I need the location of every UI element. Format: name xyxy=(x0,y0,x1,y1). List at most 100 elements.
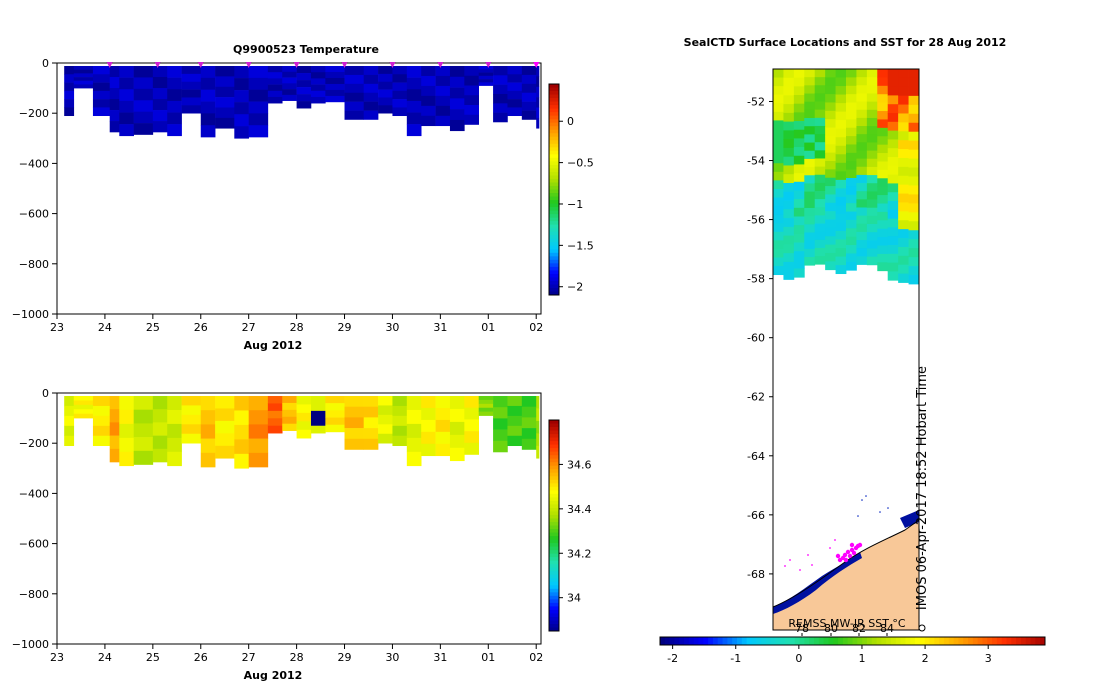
sst-cell xyxy=(898,77,909,88)
temperature-cell xyxy=(119,66,134,78)
temperature-cell xyxy=(119,77,134,90)
colorbar-segment xyxy=(549,567,559,572)
sst-cell xyxy=(804,142,816,152)
sst-cell xyxy=(846,169,857,179)
sst-colorbar-segment xyxy=(1006,637,1012,645)
sst-cell xyxy=(814,77,826,86)
colorbar-segment xyxy=(549,178,559,183)
temperature-cell xyxy=(167,66,182,78)
sst-colorbar-segment xyxy=(698,637,704,645)
colorbar-segment xyxy=(549,126,559,131)
sst-cell xyxy=(856,191,868,200)
temperature-cell xyxy=(435,66,451,77)
temperature-cell xyxy=(133,88,154,101)
y-tick-label: −1000 xyxy=(12,308,49,321)
colorbar-tick-label: 34.2 xyxy=(567,547,592,560)
sst-cell xyxy=(908,158,920,168)
colorbar-segment xyxy=(549,115,559,120)
colorbar-tick-label: 34.6 xyxy=(567,458,592,471)
salinity-cell xyxy=(167,423,182,439)
temperature-cell xyxy=(406,89,422,102)
salinity-cell xyxy=(478,411,494,416)
temperature-cell xyxy=(421,85,436,97)
sst-cell xyxy=(846,77,857,87)
x-tick-label: 27 xyxy=(242,321,256,334)
temperature-cell xyxy=(325,71,345,79)
salinity-cell xyxy=(92,435,111,447)
sst-cell xyxy=(887,148,899,158)
sst-colorbar-segment xyxy=(770,637,776,645)
temperature-cell xyxy=(152,121,168,133)
sst-cell xyxy=(835,213,847,223)
sst-colorbar-segment xyxy=(939,637,945,645)
salinity-cell xyxy=(152,435,168,450)
y-tick-label: −600 xyxy=(19,208,49,221)
credit-label: IMOS 06-Apr-2017 18:52 Hobart Time xyxy=(915,366,930,610)
salinity-cell xyxy=(215,433,235,447)
sst-cell xyxy=(898,140,909,150)
temperature-cell xyxy=(435,105,451,117)
sst-cell xyxy=(877,220,889,230)
sst-cell xyxy=(804,167,816,176)
colorbar-segment xyxy=(549,465,559,470)
sst-cell xyxy=(773,94,784,104)
sst-colorbar-segment xyxy=(712,637,719,645)
temperature-cell xyxy=(435,95,451,107)
colorbar-segment xyxy=(549,588,559,593)
sst-cell xyxy=(825,236,836,246)
salinity-cell xyxy=(435,431,451,445)
sst-cell xyxy=(856,158,868,168)
sst-cell xyxy=(793,138,805,148)
salinity-cell xyxy=(325,403,345,411)
temperature-cell xyxy=(493,93,508,104)
sst-cell xyxy=(804,109,816,119)
sst-cell xyxy=(877,85,889,95)
sst-colorbar-segment xyxy=(943,637,950,645)
sst-cell xyxy=(804,85,816,94)
y-tick-label: −400 xyxy=(19,157,49,170)
temperature-cell xyxy=(363,66,379,76)
salinity-cell xyxy=(248,396,269,411)
colorbar-segment xyxy=(549,455,559,460)
sst-cell xyxy=(773,171,784,181)
temperature-cell xyxy=(325,89,345,97)
sst-colorbar-segment xyxy=(866,637,873,645)
colorbar-segment xyxy=(549,518,559,523)
sst-cell xyxy=(877,127,889,137)
sst-colorbar-segment xyxy=(963,637,969,645)
sst-cell xyxy=(856,199,868,208)
sst-cell xyxy=(856,256,868,265)
salinity-cell xyxy=(296,429,312,439)
temperature-cell xyxy=(521,66,537,76)
sst-colorbar-segment xyxy=(660,637,666,645)
ice-edge-dot xyxy=(887,507,889,509)
colorbar-segment xyxy=(549,441,559,446)
temperature-cell xyxy=(92,99,111,108)
sst-colorbar-segment xyxy=(664,637,671,645)
temperature-cell xyxy=(363,101,379,111)
x-tick-label: 27 xyxy=(242,651,256,664)
colorbar-tick-label: −2 xyxy=(567,281,583,294)
x-tick-label: 01 xyxy=(481,651,495,664)
sst-cell xyxy=(835,103,847,113)
colorbar-segment xyxy=(549,175,559,180)
colorbar-segment xyxy=(549,140,559,145)
sst-colorbar-segment xyxy=(1020,637,1027,645)
salinity-cell xyxy=(152,396,168,410)
temperature-cell xyxy=(296,66,312,74)
sst-colorbar-segment xyxy=(741,637,748,645)
salinity-cell xyxy=(392,396,408,407)
colorbar-segment xyxy=(549,122,559,127)
sst-cell xyxy=(773,180,784,190)
temperature-cell xyxy=(248,89,269,102)
sst-cell xyxy=(804,248,816,258)
temperature-cell xyxy=(200,125,216,138)
sst-cell xyxy=(877,169,889,179)
sst-cell xyxy=(856,85,868,94)
colorbar-segment xyxy=(549,189,559,194)
salinity-cell xyxy=(435,419,451,433)
sst-cell xyxy=(804,191,816,201)
sst-cell xyxy=(908,113,920,124)
temperature-cell xyxy=(464,114,480,125)
temperature-cell xyxy=(181,97,202,106)
